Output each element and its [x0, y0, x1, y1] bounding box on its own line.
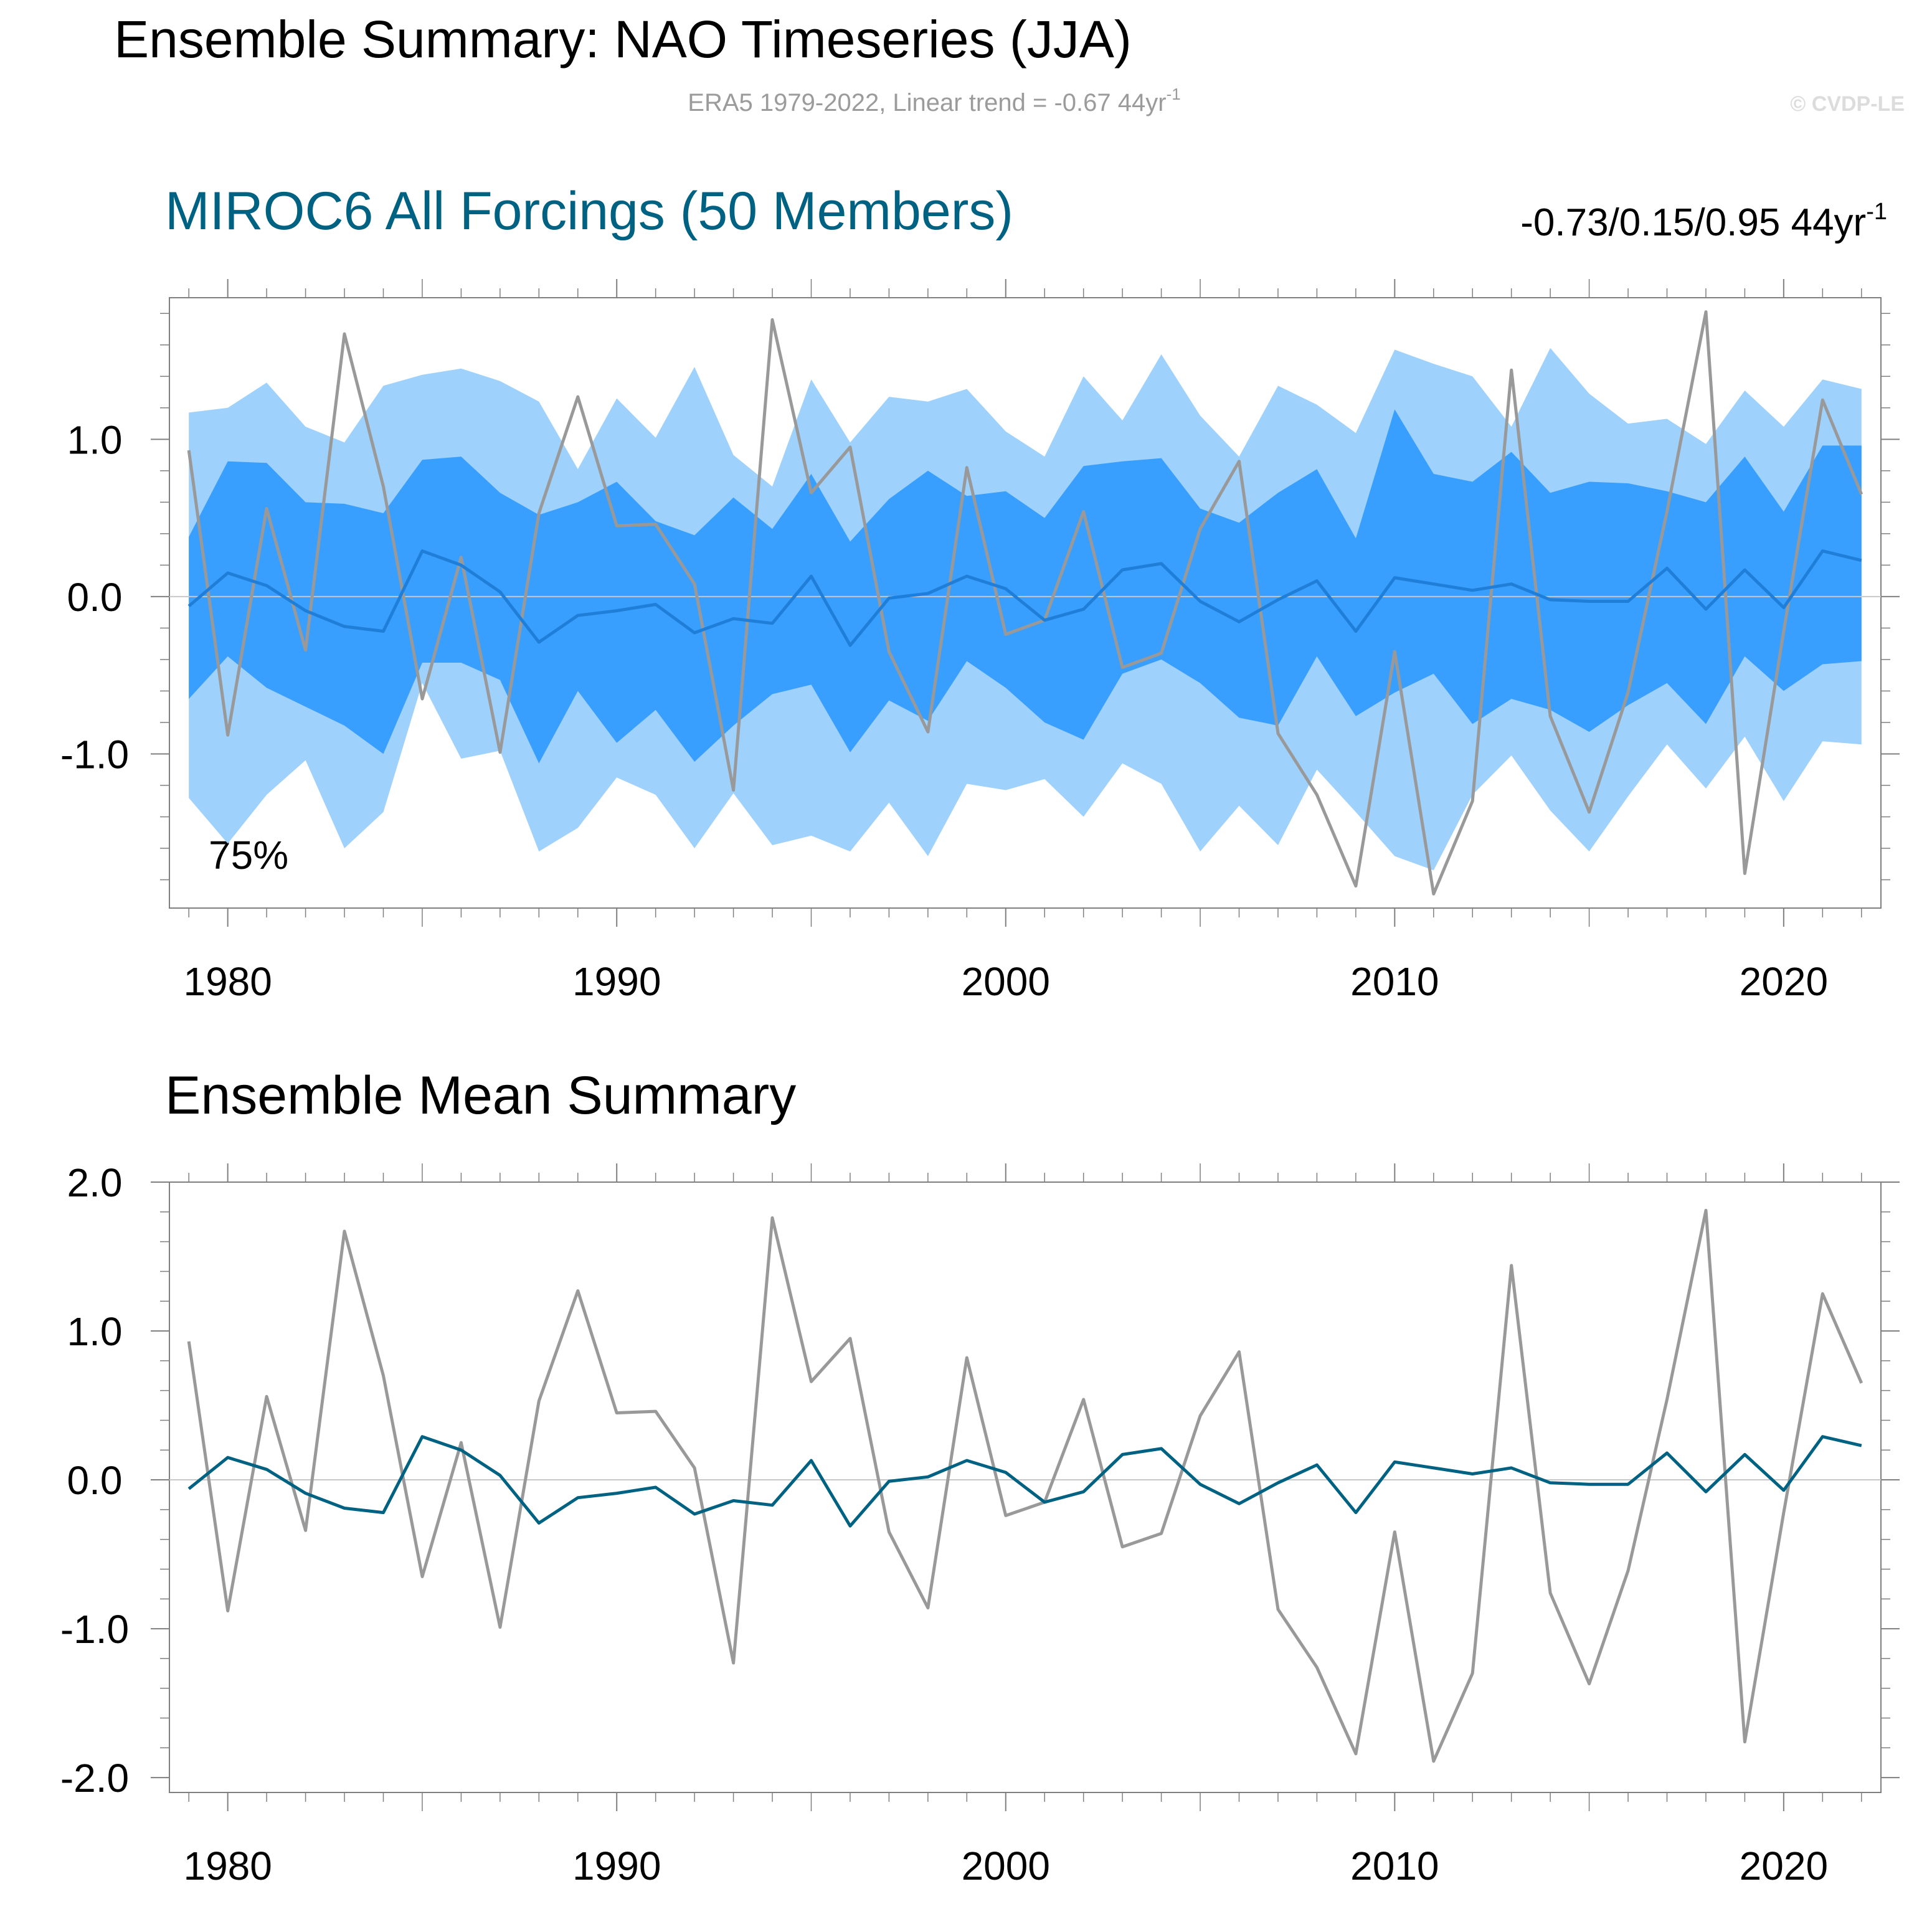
p2-ytick-label: 0.0 [67, 1458, 123, 1503]
p1-xtick-label: 1980 [183, 959, 272, 1004]
p1-frame [169, 297, 1882, 909]
panel2-title: Ensemble Mean Summary [165, 1066, 796, 1125]
p2-xtick-label: 2020 [1740, 1844, 1828, 1888]
panel1-plot-area: 1.0 0.0 -1.0 1980 1990 2000 2010 2020 [60, 279, 1900, 1004]
p2-xtick-label: 2000 [962, 1844, 1050, 1888]
figure-title: Ensemble Summary: NAO Timeseries (JJA) [114, 10, 1132, 69]
figure-subtitle: ERA5 1979-2022, Linear trend = -0.67 44y… [688, 85, 1180, 116]
ensemble-spread-panel: MIROC6 All Forcings (50 Members) -0.73/0… [60, 181, 1900, 1004]
ensemble-mean-line [187, 549, 1862, 647]
p1-ytick-label: 1.0 [67, 417, 123, 462]
p1-ytick-label: 0.0 [67, 575, 123, 620]
observed-line [187, 310, 1863, 896]
p2-ytick-label: -2.0 [60, 1756, 129, 1801]
p1-ytick-label: -1.0 [60, 732, 129, 777]
observed-line-panel2 [187, 1208, 1863, 1763]
p2-ytick-label: 1.0 [67, 1309, 123, 1354]
p2-xtick-label: 1990 [572, 1844, 661, 1888]
p1-xtick-label: 2020 [1740, 959, 1828, 1004]
ensemble-mean-panel: Ensemble Mean Summary 2.0 1.0 0.0 -1.0 -2.0 1… [60, 1066, 1900, 1888]
p2-frame [169, 1181, 1882, 1793]
p2-ytick-label: -1.0 [60, 1607, 129, 1652]
trend-label: -0.73/0.15/0.95 44yr-1 [1520, 199, 1887, 244]
ensemble-mean-line-panel2 [187, 1435, 1862, 1528]
p1-xtick-label: 2010 [1350, 959, 1439, 1004]
percent-label: 75% [209, 833, 288, 878]
p2-ytick-label: 2.0 [67, 1160, 123, 1205]
p1-xtick-label: 2000 [962, 959, 1050, 1004]
p2-xtick-label: 2010 [1350, 1844, 1439, 1888]
p2-xtick-label: 1980 [183, 1844, 272, 1888]
copyright-label: © CVDP-LE [1790, 92, 1905, 116]
panel2-plot-area: 2.0 1.0 0.0 -1.0 -2.0 1980 1990 2000 2010 2020 [60, 1160, 1900, 1888]
panel1-title: MIROC6 All Forcings (50 Members) [165, 181, 1013, 241]
p1-xtick-label: 1990 [572, 959, 661, 1004]
